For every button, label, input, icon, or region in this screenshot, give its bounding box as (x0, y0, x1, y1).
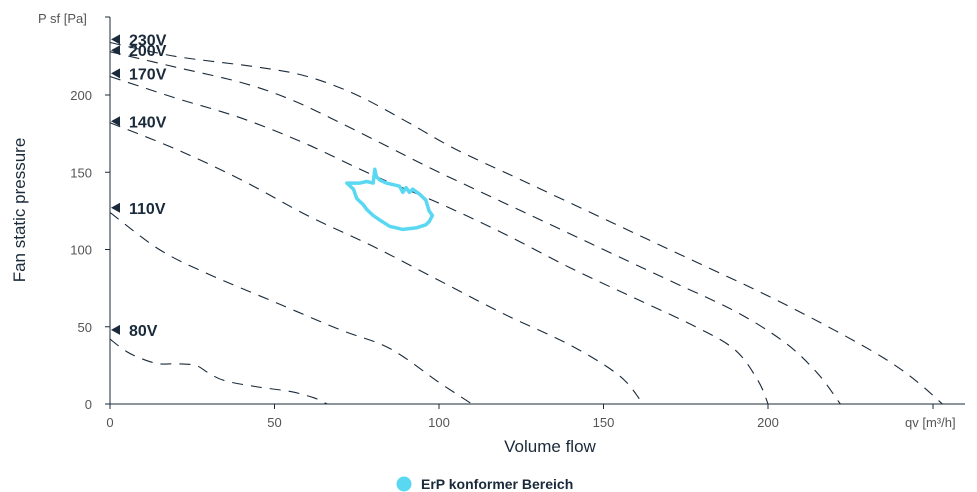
y-tick-label: 200 (70, 88, 92, 103)
fan-curve-140V (109, 122, 644, 405)
axes: P sf [Pa] qv [m³/h] Volume flow Fan stat… (10, 11, 965, 456)
curve-label-140V: 140V (129, 114, 167, 131)
curve-label-230V: 230V (129, 32, 167, 49)
x-axis-title: Volume flow (504, 437, 596, 456)
erp-region-outline (345, 167, 435, 232)
y-tick-label: 0 (85, 397, 92, 412)
y-tick-label: 100 (70, 243, 92, 258)
x-tick-label: 200 (757, 415, 779, 430)
fan-curves (109, 41, 943, 405)
legend-label: ErP konformer Bereich (421, 476, 573, 492)
x-tick-label: 50 (267, 415, 281, 430)
curve-label-170V: 170V (129, 66, 167, 83)
legend: ErP konformer Bereich (396, 476, 573, 492)
x-tick-label: 100 (428, 415, 450, 430)
erp-region-layer (345, 167, 435, 232)
curve-label-200V: 200V (129, 43, 167, 60)
axis-ticks: 0 50 100 150 200 0 50 100 150 200 (70, 16, 934, 430)
curve-marker-icon (111, 202, 120, 213)
fan-curve-170V (109, 75, 769, 405)
fan-curve-110V (109, 211, 473, 405)
curve-marker-icon (111, 324, 120, 335)
curve-marker-icon (111, 34, 120, 45)
curve-label-110V: 110V (129, 201, 166, 218)
y-tick-label: 150 (70, 165, 92, 180)
fan-curve-230V (109, 41, 943, 405)
x-unit-label: qv [m³/h] (905, 415, 956, 430)
fan-curve-200V (109, 51, 841, 405)
y-unit-label: P sf [Pa] (38, 11, 87, 26)
legend-swatch-icon (396, 476, 412, 492)
y-tick-label: 50 (78, 320, 92, 335)
curve-label-80V: 80V (129, 323, 158, 340)
x-tick-label: 150 (593, 415, 615, 430)
curve-marker-icon (111, 45, 120, 56)
curve-marker-icon (111, 116, 120, 127)
curve-marker-icon (111, 68, 120, 79)
fan-curve-80V (109, 338, 328, 405)
y-axis-title: Fan static pressure (10, 138, 29, 283)
x-tick-label: 0 (106, 415, 113, 430)
